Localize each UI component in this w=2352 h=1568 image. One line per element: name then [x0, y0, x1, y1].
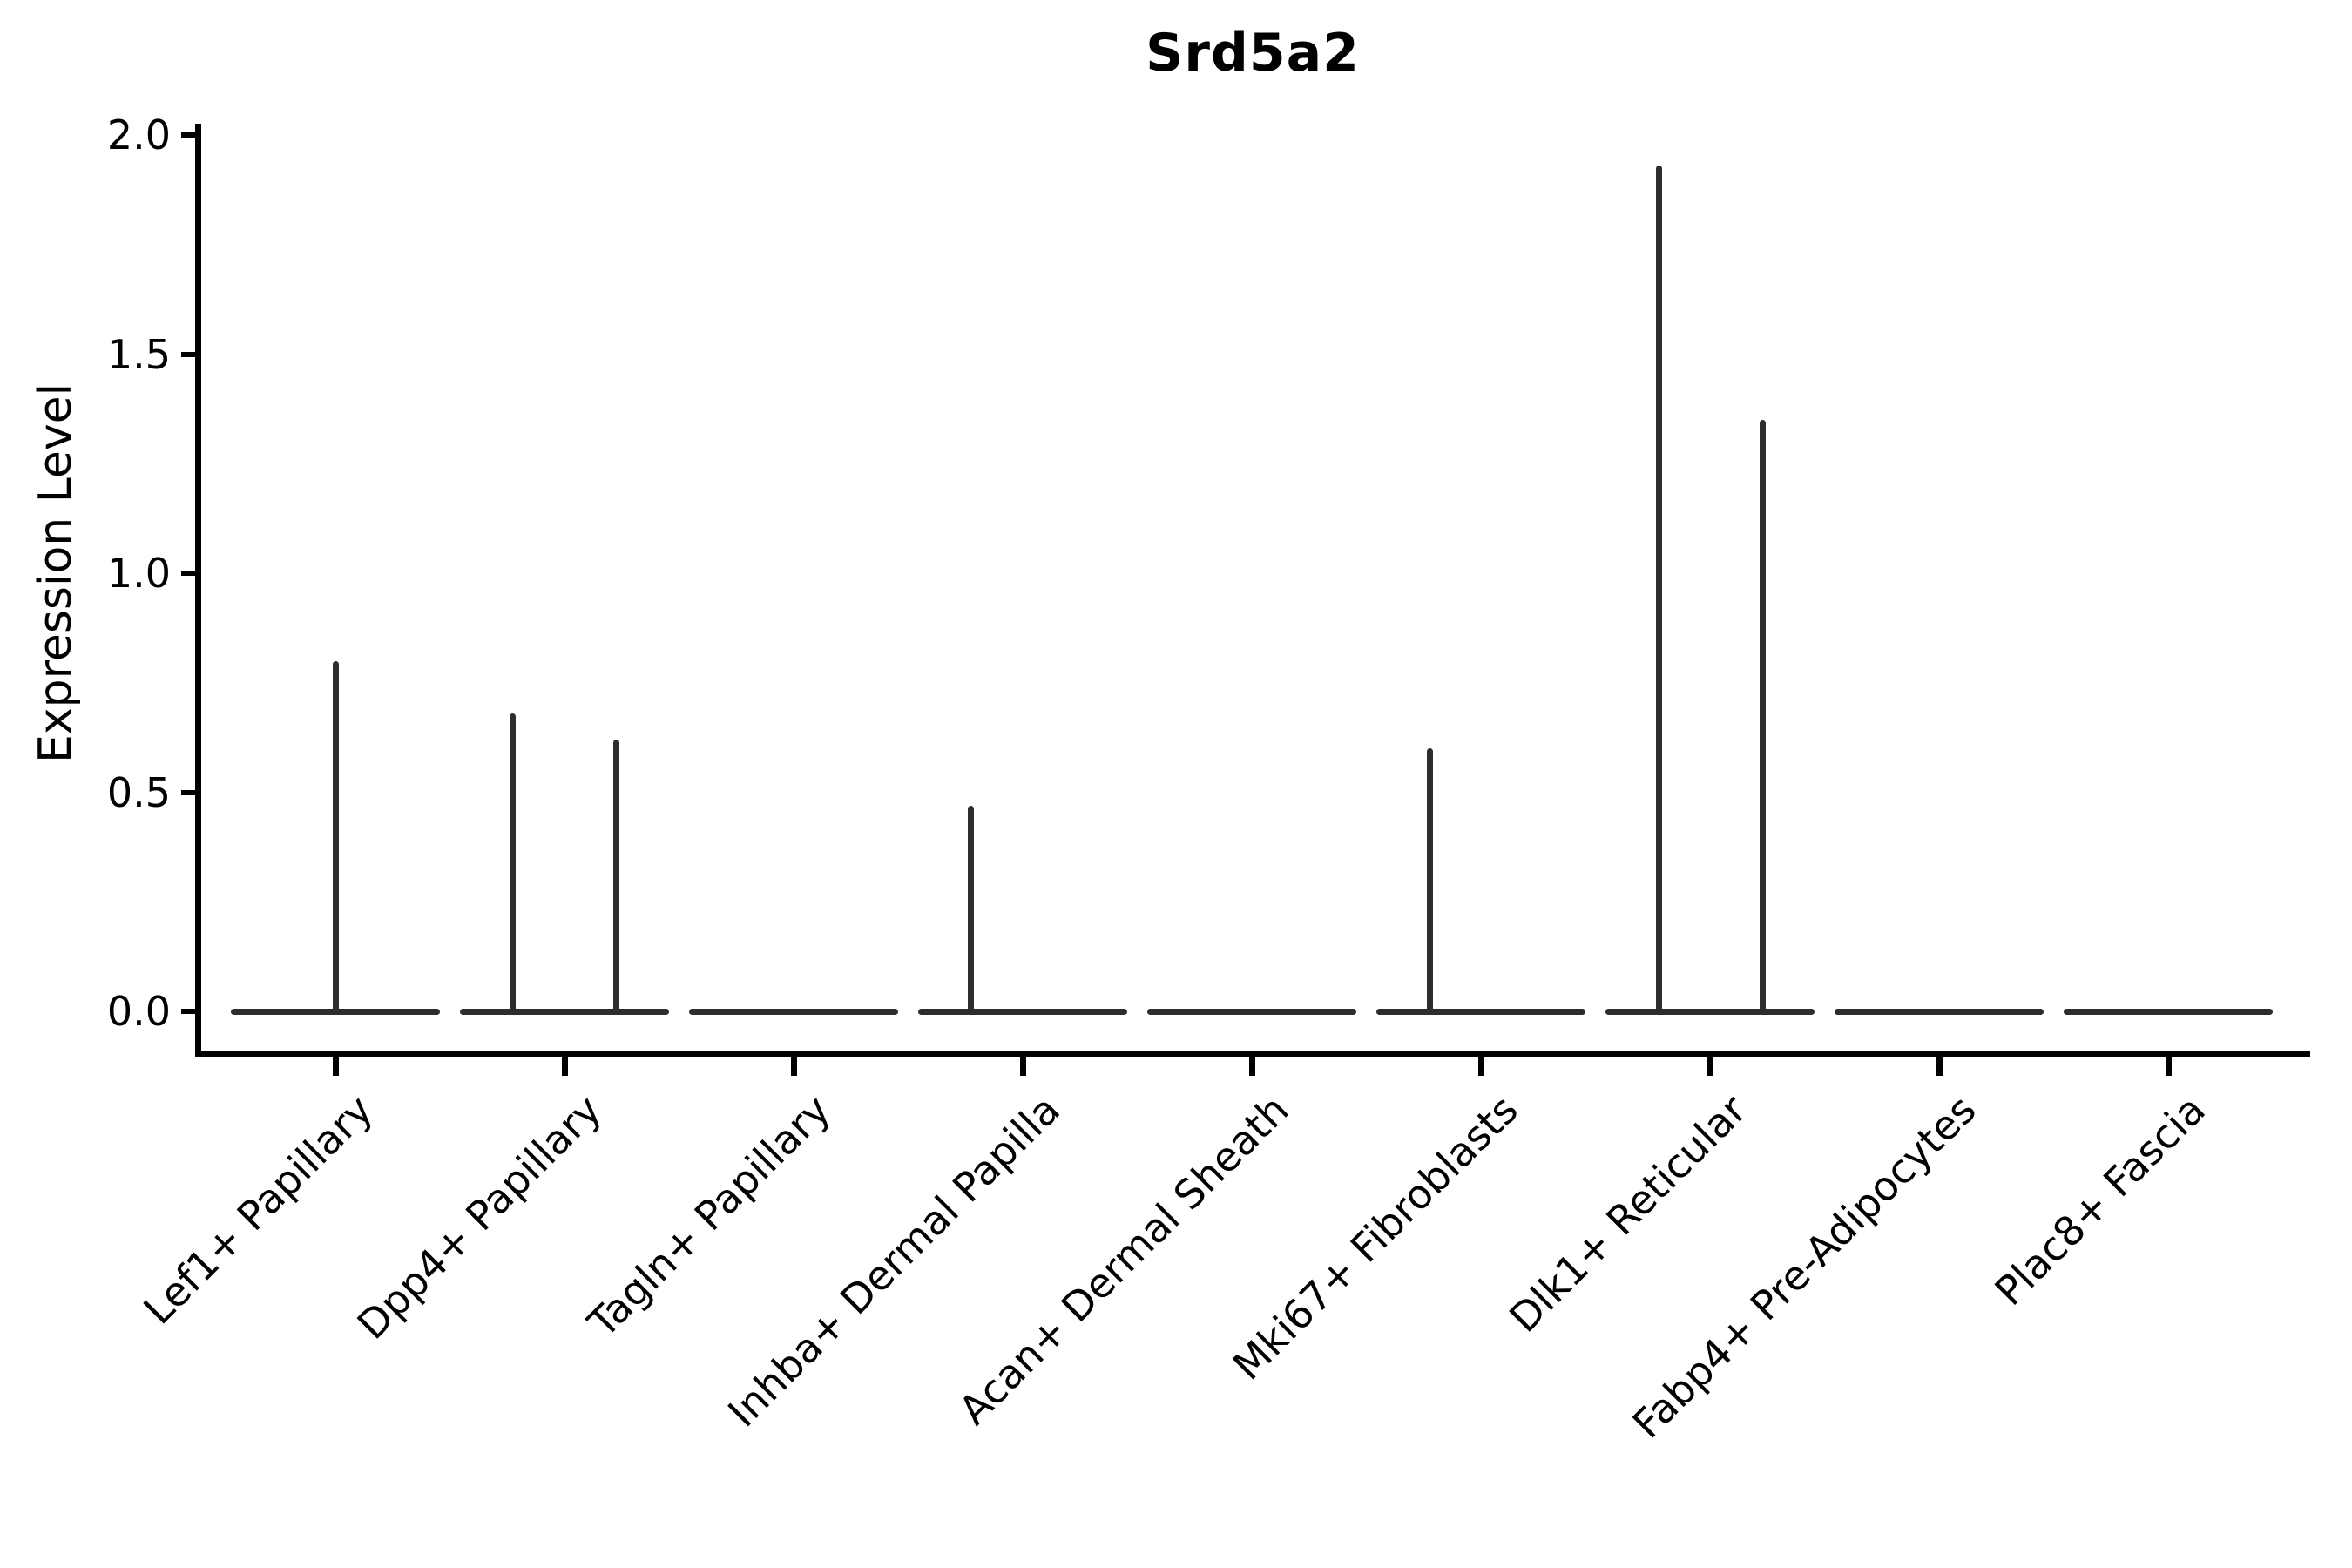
violin-spike — [1760, 419, 1766, 1011]
violin-baseline — [1605, 1009, 1815, 1015]
violin-spike — [510, 713, 516, 1011]
violin-baseline — [918, 1009, 1127, 1015]
violin-baseline — [2064, 1009, 2273, 1015]
x-tick-mark — [2166, 1057, 2172, 1076]
y-tick-mark — [181, 571, 196, 576]
y-tick-mark — [181, 789, 196, 795]
violin-baseline — [231, 1009, 440, 1015]
x-category-label: Plac8+ Fascia — [1985, 1085, 2214, 1315]
x-category-label: Dpp4+ Papillary — [348, 1085, 611, 1348]
x-axis-line — [195, 1051, 2310, 1057]
y-tick-label: 1.0 — [106, 550, 171, 597]
violin-spike — [333, 660, 339, 1011]
violin-baseline — [1376, 1009, 1585, 1015]
y-tick-label: 0.5 — [106, 768, 171, 816]
y-tick-mark — [181, 1009, 196, 1014]
x-category-label: Lef1+ Papillary — [133, 1085, 382, 1334]
violin-spike — [968, 805, 974, 1011]
violin-spike — [1656, 166, 1662, 1011]
x-tick-mark — [1020, 1057, 1026, 1076]
x-tick-mark — [333, 1057, 339, 1076]
x-tick-mark — [1478, 1057, 1484, 1076]
x-tick-mark — [791, 1057, 797, 1076]
x-tick-mark — [1249, 1057, 1255, 1076]
violin-baseline — [1147, 1009, 1356, 1015]
x-tick-mark — [1936, 1057, 1943, 1076]
violin-baseline — [1835, 1009, 2044, 1015]
x-category-label: Dlk1+ Reticular — [1500, 1085, 1756, 1342]
y-tick-label: 2.0 — [106, 112, 171, 159]
y-tick-label: 0.0 — [106, 988, 171, 1035]
x-tick-mark — [562, 1057, 568, 1076]
violin-baseline — [689, 1009, 898, 1015]
plot-title: Srd5a2 — [1146, 23, 1360, 84]
x-tick-mark — [1707, 1057, 1713, 1076]
violin-spike — [613, 740, 619, 1011]
x-category-label: Tagln+ Papillary — [578, 1085, 840, 1347]
y-tick-label: 1.5 — [106, 330, 171, 378]
y-tick-mark — [181, 132, 196, 138]
violin-spike — [1427, 748, 1433, 1011]
y-tick-mark — [181, 351, 196, 357]
violin-baseline — [460, 1009, 669, 1015]
y-axis-line — [195, 124, 201, 1056]
